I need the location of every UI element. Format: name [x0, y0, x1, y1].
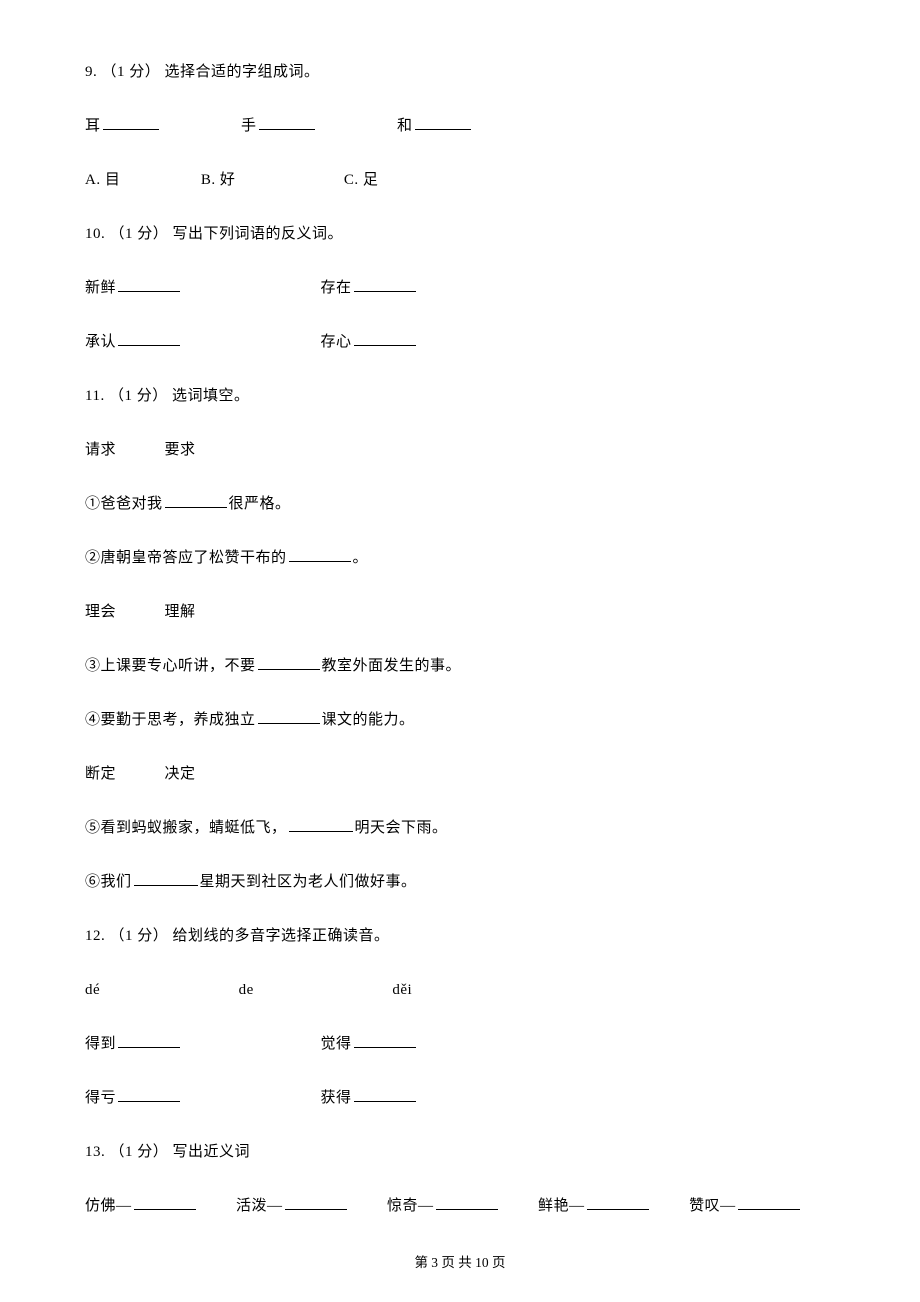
q9-option-a: A. 目 [85, 172, 120, 188]
q12-pinyin-row: dé de děi [85, 978, 835, 1002]
q12-word-c: 得亏 [85, 1090, 116, 1106]
q11-sentence4: ④要勤于思考，养成独立 课文的能力。 [85, 708, 835, 732]
q12-row1: 得到 觉得 [85, 1032, 835, 1056]
q11-pair2-b: 理解 [165, 604, 196, 620]
q12-pinyin-c: děi [392, 982, 412, 998]
q9-items-row: 耳 手 和 [85, 114, 835, 138]
q10-blank-b[interactable] [354, 276, 416, 292]
page-container: 9. （1 分） 选择合适的字组成词。 耳 手 和 A. 目 B. 好 C. 足… [0, 0, 920, 1302]
q11-s1a: ①爸爸对我 [85, 496, 163, 512]
q13-word-b: 活泼— [236, 1198, 283, 1214]
q11-s1b: 很严格。 [229, 496, 291, 512]
q11-s2a: ②唐朝皇帝答应了松赞干布的 [85, 550, 287, 566]
q13-row: 仿佛— 活泼— 惊奇— 鲜艳— 赞叹— [85, 1194, 835, 1218]
q12-pinyin-b: de [239, 982, 254, 998]
q11-blank3[interactable] [258, 654, 320, 670]
q12-header: 12. （1 分） 给划线的多音字选择正确读音。 [85, 924, 835, 948]
q9-options-row: A. 目 B. 好 C. 足 [85, 168, 835, 192]
q12-word-d: 获得 [321, 1090, 352, 1106]
q10-word-c: 承认 [85, 334, 116, 350]
q9-blank-b[interactable] [259, 114, 315, 130]
q11-blank1[interactable] [165, 492, 227, 508]
q11-pair3: 断定 决定 [85, 762, 835, 786]
q9-option-b: B. 好 [201, 172, 236, 188]
q11-s4a: ④要勤于思考，养成独立 [85, 712, 256, 728]
q13-blank-c[interactable] [436, 1194, 498, 1210]
q10-row2: 承认 存心 [85, 330, 835, 354]
q9-blank-c[interactable] [415, 114, 471, 130]
q11-s5b: 明天会下雨。 [355, 820, 448, 836]
q11-s3b: 教室外面发生的事。 [322, 658, 462, 674]
q13-word-c: 惊奇— [387, 1198, 434, 1214]
q10-word-d: 存心 [321, 334, 352, 350]
q10-blank-a[interactable] [118, 276, 180, 292]
q10-word-a: 新鲜 [85, 280, 116, 296]
q11-sentence2: ②唐朝皇帝答应了松赞干布的 。 [85, 546, 835, 570]
q9-header: 9. （1 分） 选择合适的字组成词。 [85, 60, 835, 84]
q11-header: 11. （1 分） 选词填空。 [85, 384, 835, 408]
q10-header: 10. （1 分） 写出下列词语的反义词。 [85, 222, 835, 246]
q13-blank-a[interactable] [134, 1194, 196, 1210]
q12-blank-b[interactable] [354, 1032, 416, 1048]
q13-blank-d[interactable] [587, 1194, 649, 1210]
q11-blank4[interactable] [258, 708, 320, 724]
q10-row1: 新鲜 存在 [85, 276, 835, 300]
q11-sentence3: ③上课要专心听讲，不要 教室外面发生的事。 [85, 654, 835, 678]
q9-blank-a[interactable] [103, 114, 159, 130]
q11-s5a: ⑤看到蚂蚁搬家，蜻蜓低飞， [85, 820, 287, 836]
q11-s4b: 课文的能力。 [322, 712, 415, 728]
q11-pair1-b: 要求 [165, 442, 196, 458]
q11-sentence5: ⑤看到蚂蚁搬家，蜻蜓低飞， 明天会下雨。 [85, 816, 835, 840]
q13-word-a: 仿佛— [85, 1198, 132, 1214]
q12-row2: 得亏 获得 [85, 1086, 835, 1110]
q11-s2b: 。 [353, 550, 369, 566]
q11-pair2-a: 理会 [85, 604, 116, 620]
q11-pair1-a: 请求 [85, 442, 116, 458]
q13-blank-b[interactable] [285, 1194, 347, 1210]
q11-pair1: 请求 要求 [85, 438, 835, 462]
q9-option-c: C. 足 [344, 172, 379, 188]
q12-word-b: 觉得 [321, 1036, 352, 1052]
q10-blank-d[interactable] [354, 330, 416, 346]
q13-header: 13. （1 分） 写出近义词 [85, 1140, 835, 1164]
q11-sentence1: ①爸爸对我 很严格。 [85, 492, 835, 516]
q11-blank6[interactable] [134, 870, 198, 886]
q12-blank-c[interactable] [118, 1086, 180, 1102]
q12-pinyin-a: dé [85, 982, 100, 998]
q11-pair3-a: 断定 [85, 766, 116, 782]
q12-word-a: 得到 [85, 1036, 116, 1052]
page-footer: 第 3 页 共 10 页 [0, 1252, 920, 1274]
q9-item-a: 耳 [85, 118, 101, 134]
q11-s6a: ⑥我们 [85, 874, 132, 890]
q10-word-b: 存在 [321, 280, 352, 296]
q11-blank2[interactable] [289, 546, 351, 562]
q13-word-d: 鲜艳— [538, 1198, 585, 1214]
q11-pair3-b: 决定 [165, 766, 196, 782]
q12-blank-a[interactable] [118, 1032, 180, 1048]
q13-blank-e[interactable] [738, 1194, 800, 1210]
q12-blank-d[interactable] [354, 1086, 416, 1102]
q11-sentence6: ⑥我们 星期天到社区为老人们做好事。 [85, 870, 835, 894]
q10-blank-c[interactable] [118, 330, 180, 346]
q9-item-c: 和 [397, 118, 413, 134]
q11-s6b: 星期天到社区为老人们做好事。 [200, 874, 417, 890]
q9-item-b: 手 [241, 118, 257, 134]
q11-s3a: ③上课要专心听讲，不要 [85, 658, 256, 674]
q11-blank5[interactable] [289, 816, 353, 832]
q11-pair2: 理会 理解 [85, 600, 835, 624]
q13-word-e: 赞叹— [689, 1198, 736, 1214]
